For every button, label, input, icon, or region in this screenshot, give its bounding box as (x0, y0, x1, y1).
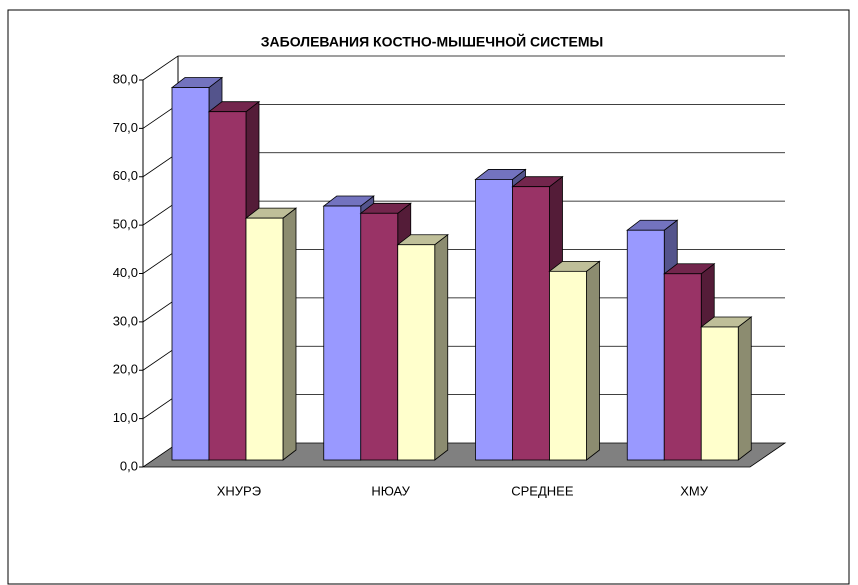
bar-side (282, 207, 297, 461)
bar (663, 273, 702, 461)
bar (397, 244, 436, 461)
y-tick-label: 70,0 (113, 120, 138, 135)
bar (245, 217, 284, 461)
y-tick-label: 50,0 (113, 217, 138, 232)
bar-side (586, 260, 600, 461)
bar (171, 87, 210, 461)
x-tick-label: ХНУРЭ (217, 483, 261, 498)
y-tick-label: 0,0 (120, 458, 138, 473)
floor (141, 442, 787, 468)
bar (323, 205, 362, 461)
y-tick-label: 80,0 (113, 71, 138, 86)
bar-side (434, 233, 449, 461)
x-tick-label: ХМУ (680, 483, 709, 498)
bar (700, 326, 739, 461)
grid-line (142, 55, 785, 81)
bar (360, 212, 399, 461)
x-tick-label: СРЕДНЕЕ (511, 483, 574, 498)
y-tick-label: 20,0 (113, 362, 138, 377)
y-tick-label: 30,0 (113, 313, 138, 328)
y-tick-label: 40,0 (113, 265, 138, 280)
x-tick-label: НЮАУ (371, 483, 410, 498)
bar (626, 229, 665, 461)
bar (475, 179, 513, 461)
chart-title: ЗАБОЛЕВАНИЯ КОСТНО-МЫШЕЧНОЙ СИСТЕМЫ (261, 33, 603, 50)
y-tick-label: 10,0 (113, 410, 138, 425)
bar (512, 186, 550, 461)
bar (549, 270, 587, 461)
bar-side (737, 316, 752, 461)
bar (208, 111, 247, 461)
y-tick-label: 60,0 (113, 168, 138, 183)
